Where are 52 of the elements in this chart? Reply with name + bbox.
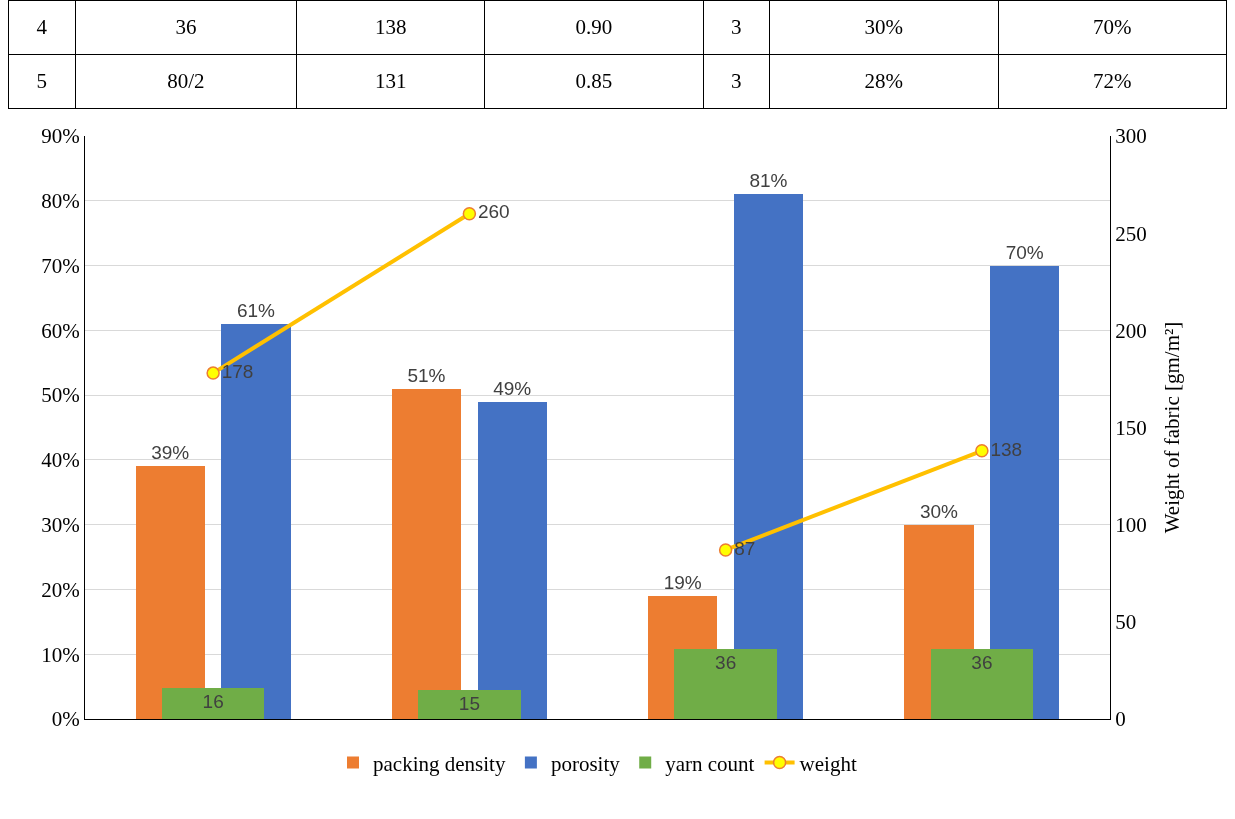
data-label: 178 xyxy=(221,360,254,382)
y2-tick-label: 0 xyxy=(1115,707,1126,732)
data-label: 39% xyxy=(151,442,190,464)
data-label: 19% xyxy=(663,571,702,593)
y-tick-label: 80% xyxy=(41,189,80,214)
text: 5 xyxy=(8,54,75,109)
text: 0.90 xyxy=(484,0,704,55)
y2-tick-label: 150 xyxy=(1115,415,1147,440)
y-tick-label: 40% xyxy=(41,448,80,473)
y2-tick-label: 250 xyxy=(1115,221,1147,246)
text: 3 xyxy=(703,0,770,55)
text: 70% xyxy=(998,0,1227,55)
data-label: 138 xyxy=(990,438,1023,460)
legend-label: yarn count xyxy=(665,751,755,776)
y-tick-label: 30% xyxy=(41,513,80,538)
text: 30% xyxy=(769,0,998,55)
data-label: 70% xyxy=(1005,241,1044,263)
data-label: 49% xyxy=(493,377,532,399)
y2-tick-label: 300 xyxy=(1115,124,1147,149)
data-label: 36 xyxy=(971,652,993,674)
y2-tick-label: 100 xyxy=(1115,513,1147,538)
text: 131 xyxy=(296,54,485,109)
legend-label: porosity xyxy=(550,751,621,776)
data-label: 30% xyxy=(919,500,959,522)
data-label: 87 xyxy=(734,537,756,559)
text: 80/2 xyxy=(75,54,297,109)
data-label: 61% xyxy=(236,299,276,321)
y2-axis-title: Weight of fabric [gm/m²] xyxy=(1159,321,1184,534)
y2-tick-label: 50 xyxy=(1115,610,1137,635)
text: 138 xyxy=(296,0,485,55)
data-label: 36 xyxy=(715,652,737,674)
legend-label: weight xyxy=(799,751,857,776)
text: 28% xyxy=(769,54,998,109)
data-label: 260 xyxy=(477,201,510,223)
text: 0.85 xyxy=(484,54,704,109)
y-tick-label: 90% xyxy=(41,124,80,149)
y-tick-label: 10% xyxy=(41,642,80,667)
text: 3 xyxy=(703,54,770,109)
y-tick-label: 20% xyxy=(41,577,80,602)
y-tick-label: 50% xyxy=(41,383,80,408)
legend-label: packing density xyxy=(373,751,506,776)
data-label: 15 xyxy=(458,692,480,714)
y-tick-label: 60% xyxy=(41,318,80,343)
data-label: 81% xyxy=(749,170,788,192)
data-label: 51% xyxy=(407,364,446,386)
y-tick-label: 70% xyxy=(41,253,80,278)
text: 4 xyxy=(8,0,75,55)
y2-tick-label: 200 xyxy=(1115,318,1147,343)
data-label: 16 xyxy=(202,690,224,712)
y-tick-label: 0% xyxy=(51,707,80,732)
text: 36 xyxy=(75,0,297,55)
text: 72% xyxy=(998,54,1227,109)
